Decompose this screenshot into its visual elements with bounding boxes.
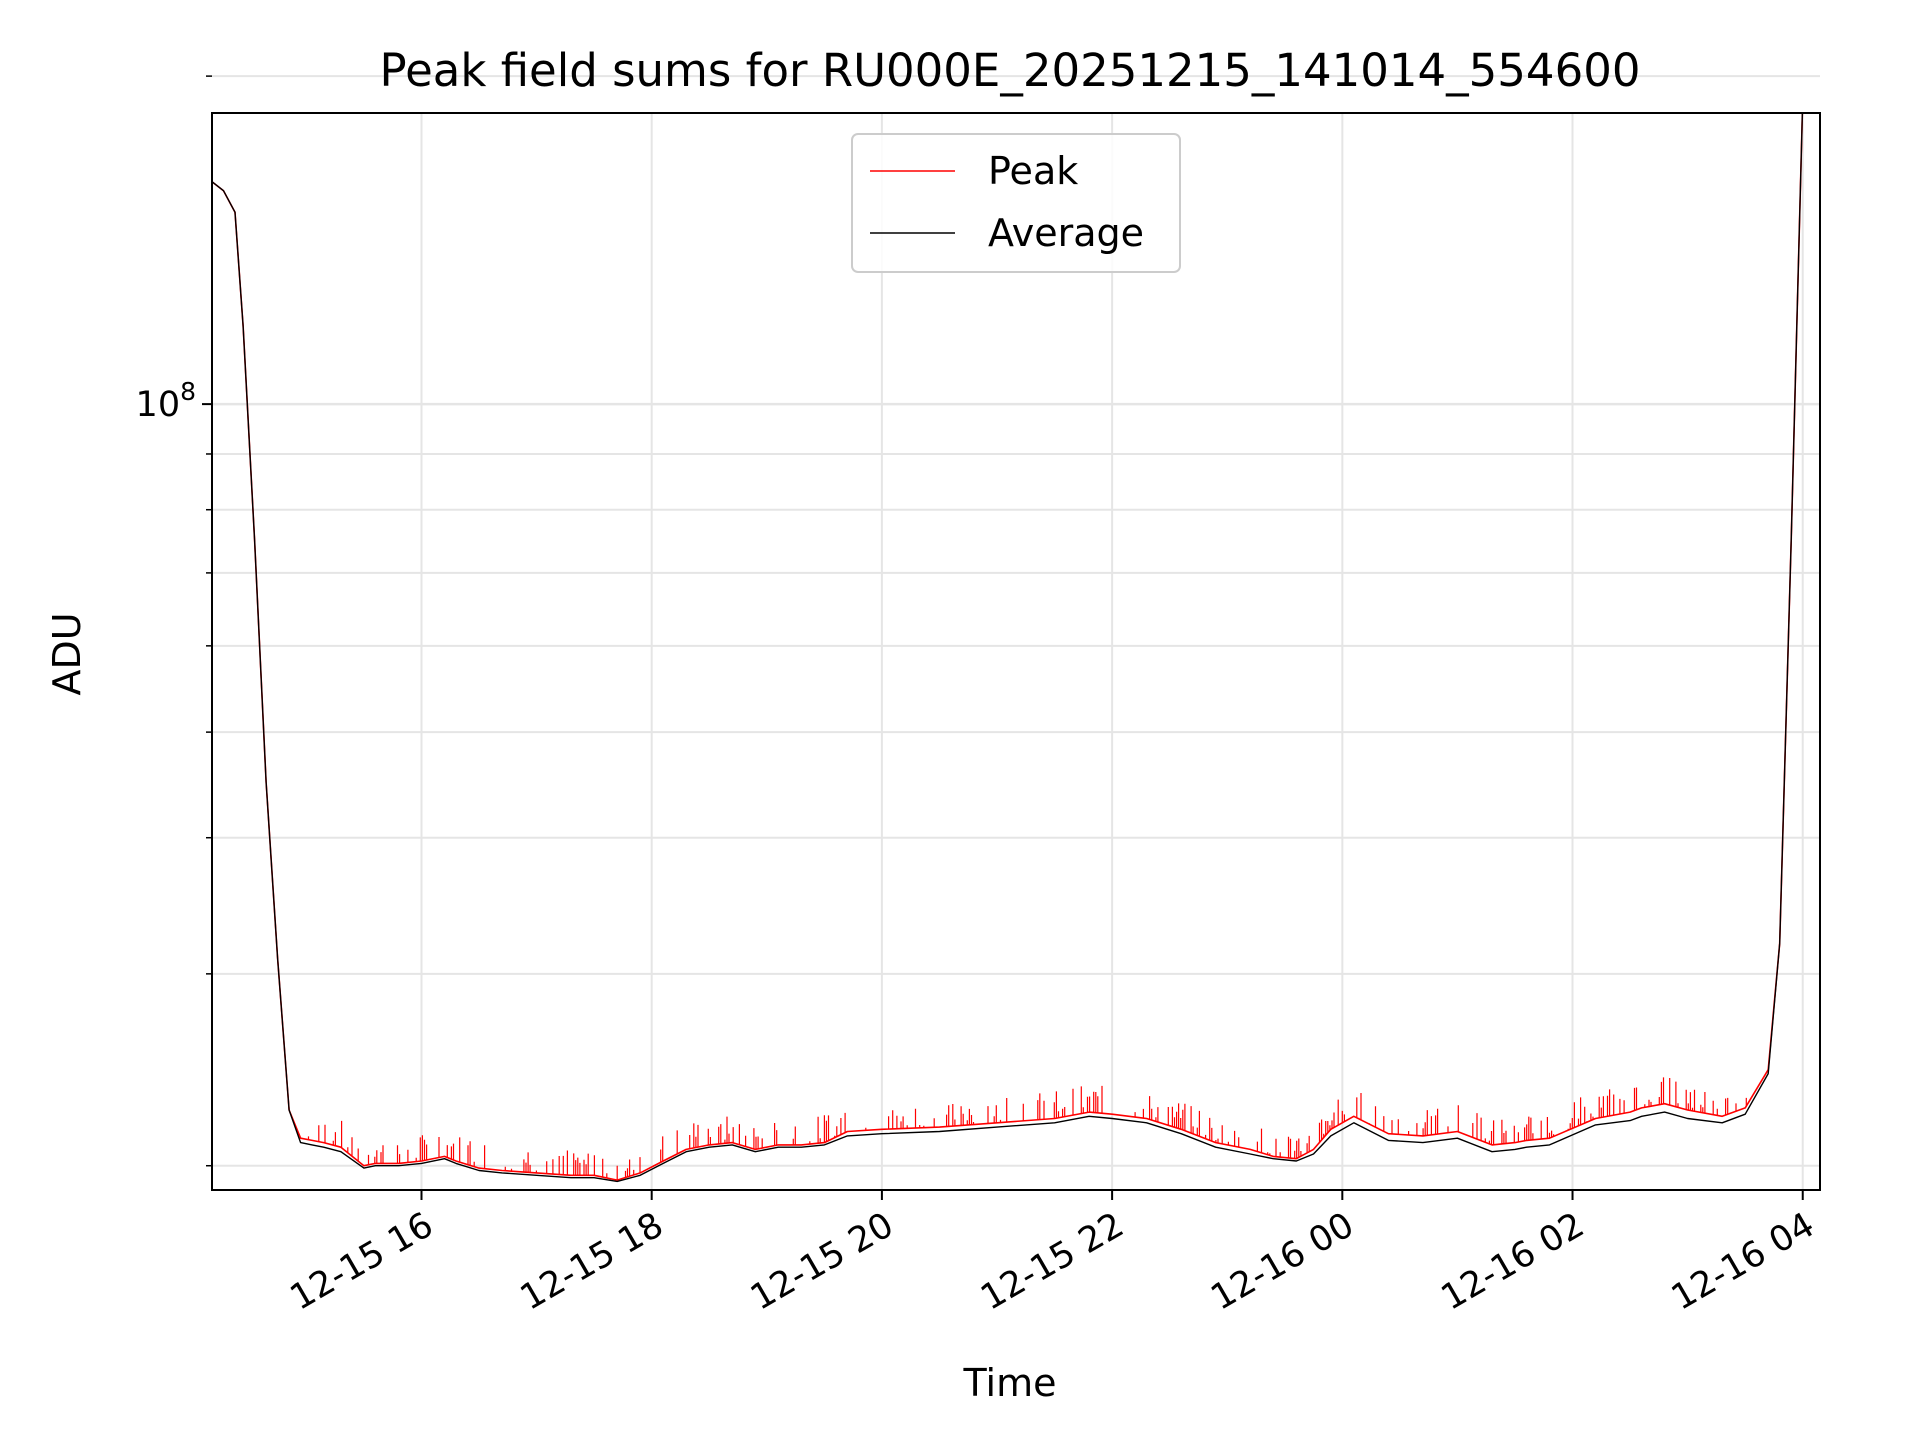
plot-frame	[211, 112, 1821, 1191]
legend-label-average: Average	[988, 211, 1144, 255]
y-axis-label: ADU	[45, 612, 89, 695]
x-axis-label: Time	[963, 1361, 1057, 1405]
series-spikes-peak	[307, 1077, 1747, 1181]
grid	[212, 75, 1820, 1190]
legend-label-peak: Peak	[988, 149, 1078, 193]
y-tick-label: 108	[136, 377, 196, 425]
legend-box	[851, 133, 1181, 273]
legend: Peak Average	[851, 133, 1181, 273]
series-line-average	[212, 113, 1804, 1183]
chart-title: Peak field sums for RU000E_20251215_1410…	[380, 44, 1641, 97]
series-layer	[212, 113, 1804, 1183]
